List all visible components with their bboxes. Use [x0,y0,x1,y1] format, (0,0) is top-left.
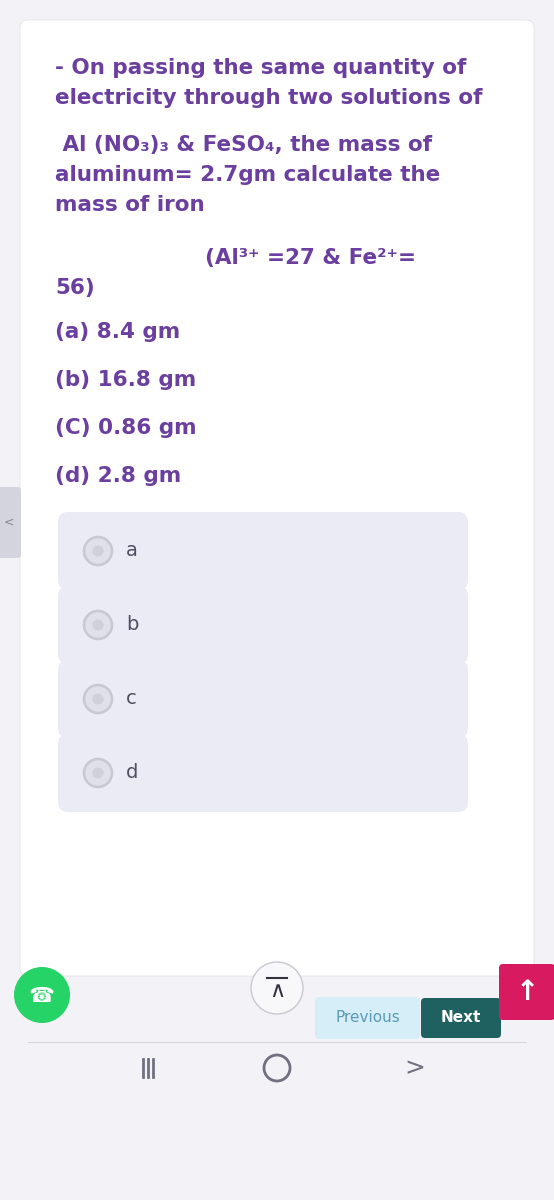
FancyBboxPatch shape [58,734,468,812]
Circle shape [93,619,104,630]
FancyBboxPatch shape [20,20,534,976]
Text: (d) 2.8 gm: (d) 2.8 gm [55,466,181,486]
Text: ∧: ∧ [269,982,285,1001]
Circle shape [93,694,104,704]
Circle shape [93,768,104,779]
FancyBboxPatch shape [499,964,554,1020]
Text: c: c [126,690,137,708]
Text: electricity through two solutions of: electricity through two solutions of [55,88,483,108]
Text: (Al³⁺ =27 & Fe²⁺=: (Al³⁺ =27 & Fe²⁺= [55,248,416,268]
Text: Al (NO₃)₃ & FeSO₄, the mass of: Al (NO₃)₃ & FeSO₄, the mass of [55,134,432,155]
Text: - On passing the same quantity of: - On passing the same quantity of [55,58,466,78]
Text: Next: Next [441,1010,481,1026]
FancyBboxPatch shape [58,660,468,738]
FancyBboxPatch shape [58,586,468,664]
Text: aluminum= 2.7gm calculate the: aluminum= 2.7gm calculate the [55,164,440,185]
FancyBboxPatch shape [0,487,21,558]
Text: ☎: ☎ [29,986,55,1006]
Circle shape [84,611,112,638]
Text: (a) 8.4 gm: (a) 8.4 gm [55,322,180,342]
Text: (C) 0.86 gm: (C) 0.86 gm [55,418,197,438]
Text: Previous: Previous [335,1010,400,1026]
Circle shape [93,546,104,557]
FancyBboxPatch shape [58,512,468,590]
FancyBboxPatch shape [315,997,420,1039]
Text: (b) 16.8 gm: (b) 16.8 gm [55,370,196,390]
Circle shape [251,962,303,1014]
Text: ↑: ↑ [515,978,538,1006]
Text: b: b [126,616,138,635]
Text: 56): 56) [55,278,95,298]
Circle shape [84,538,112,565]
Text: a: a [126,541,138,560]
Text: mass of iron: mass of iron [55,194,204,215]
Circle shape [14,967,70,1022]
Text: >: > [404,1056,425,1080]
FancyBboxPatch shape [421,998,501,1038]
Text: <: < [4,516,14,528]
Circle shape [84,758,112,787]
Text: d: d [126,763,138,782]
Circle shape [84,685,112,713]
